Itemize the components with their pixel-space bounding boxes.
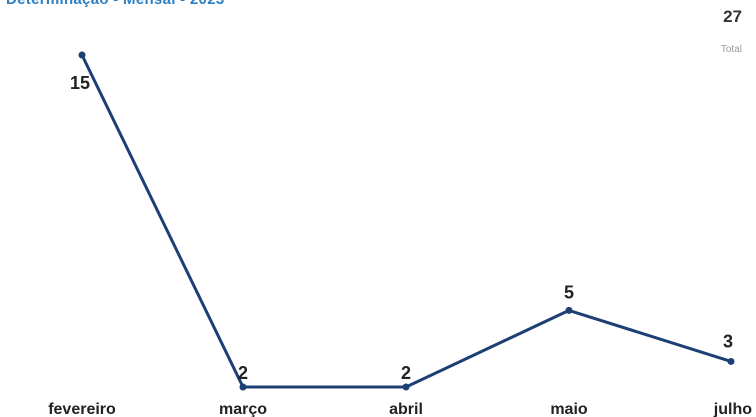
data-label-julho: 3 [723,331,733,351]
x-tick-label-fevereiro: fevereiro [48,401,116,417]
data-point-abril[interactable] [402,383,410,391]
chart-title: Determinação - Mensal - 2023 [6,0,225,8]
data-label-fevereiro: 15 [70,73,90,93]
data-label-maio: 5 [564,282,574,302]
total-label: Total [720,44,742,55]
data-label-março: 2 [238,363,248,383]
data-point-maio[interactable] [565,306,573,314]
series-line [80,54,732,389]
data-point-março[interactable] [239,383,247,391]
x-tick-label-março: março [219,401,267,417]
x-tick-label-maio: maio [550,401,588,417]
total-value: 27 [723,7,742,26]
x-tick-label-abril: abril [389,401,423,417]
data-point-julho[interactable] [727,357,735,365]
data-point-fevereiro[interactable] [78,51,86,59]
data-label-abril: 2 [401,363,411,383]
x-tick-label-julho: julho [713,401,752,417]
